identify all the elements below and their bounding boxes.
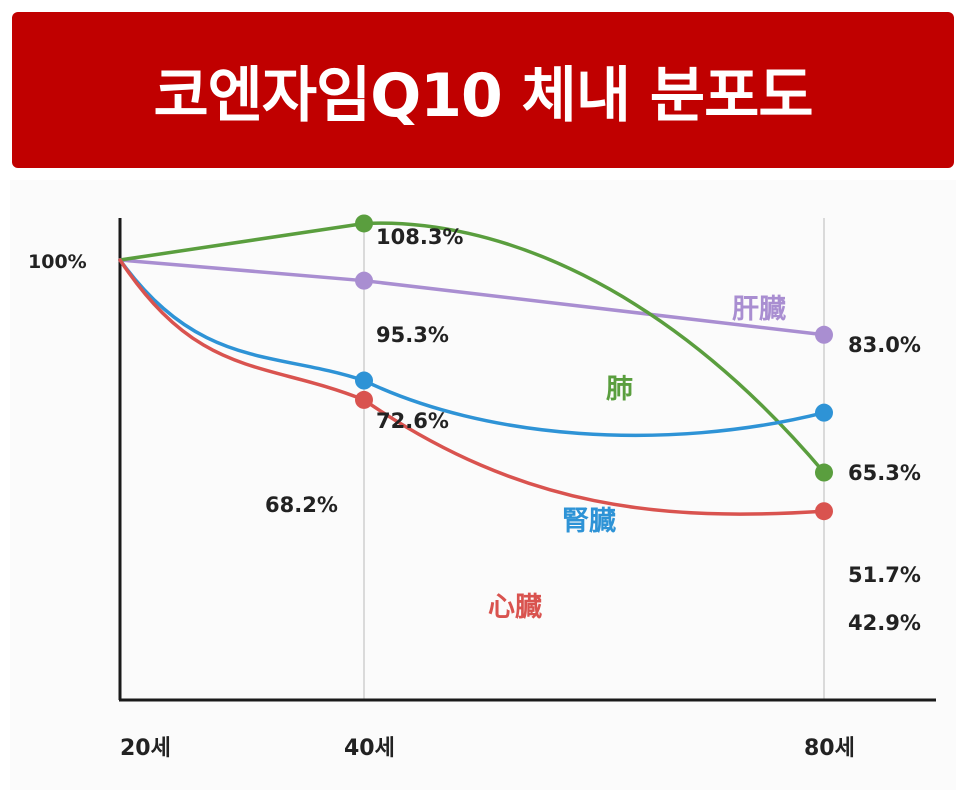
series-name-label: 肺	[606, 374, 633, 405]
series-name-label: 肝臓	[732, 294, 786, 325]
data-point	[815, 502, 833, 521]
y-tick-label: 100%	[28, 251, 87, 273]
series-name-label: 心臓	[488, 592, 542, 623]
data-point	[355, 371, 373, 390]
data-point	[815, 325, 833, 344]
x-tick-label: 20세	[120, 736, 171, 761]
line-chart: 100% 20세 40세 80세 肝臓 95.3% 83.0% 肺 108.3% 51.7% 腎臓 7…	[28, 214, 936, 761]
data-label: 68.2%	[265, 493, 338, 517]
x-tick-label: 80세	[804, 736, 855, 761]
series-line	[118, 258, 826, 438]
title-banner: 코엔자임Q10 체내 분포도	[12, 12, 954, 168]
series-line	[118, 258, 826, 516]
data-label: 51.7%	[848, 563, 921, 587]
data-label: 72.6%	[376, 409, 449, 433]
data-label: 83.0%	[848, 333, 921, 357]
series-line	[118, 258, 826, 337]
series-name-label: 腎臓	[562, 506, 616, 537]
data-label: 42.9%	[848, 611, 921, 635]
data-label: 65.3%	[848, 461, 921, 485]
chart-area: 100% 20세 40세 80세 肝臓 95.3% 83.0% 肺 108.3% 51.7% 腎臓 7…	[10, 180, 956, 790]
data-point	[355, 390, 373, 409]
data-point	[815, 403, 833, 422]
data-point	[355, 214, 373, 233]
data-point	[355, 271, 373, 290]
series-line	[118, 221, 826, 475]
data-point	[815, 463, 833, 482]
page-title: 코엔자임Q10 체내 분포도	[153, 60, 813, 131]
data-label: 95.3%	[376, 323, 449, 347]
x-tick-label: 40세	[344, 736, 395, 761]
data-label: 108.3%	[376, 225, 463, 249]
